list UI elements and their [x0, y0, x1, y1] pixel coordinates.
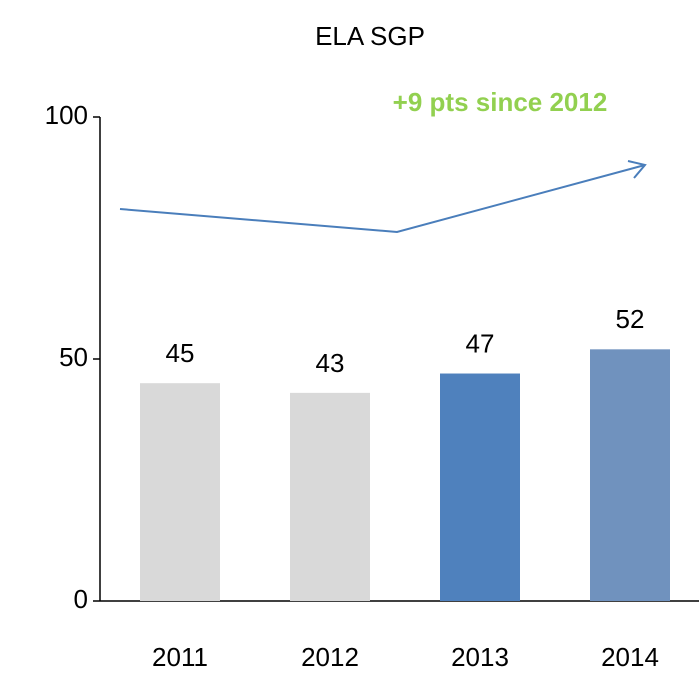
data-label: 45 [166, 338, 195, 368]
annotation: +9 pts since 2012 [393, 87, 608, 117]
bar [140, 383, 220, 601]
y-tick-label: 100 [45, 100, 88, 130]
y-tick-label: 50 [59, 342, 88, 372]
x-tick-label: 2014 [601, 642, 659, 672]
data-label: 52 [616, 304, 645, 334]
x-tick-label: 2011 [152, 642, 208, 672]
bar [590, 349, 670, 601]
data-label: 43 [316, 348, 345, 378]
chart-title: ELA SGP [315, 21, 425, 51]
x-tick-label: 2012 [301, 642, 359, 672]
trend-line [119, 164, 646, 234]
x-tick-label: 2013 [451, 642, 509, 672]
arrow-head [627, 160, 647, 179]
trend-arrow [119, 160, 647, 234]
bar [440, 373, 520, 601]
bar [290, 392, 370, 601]
y-tick-label: 0 [74, 584, 88, 614]
data-label: 47 [466, 328, 495, 358]
